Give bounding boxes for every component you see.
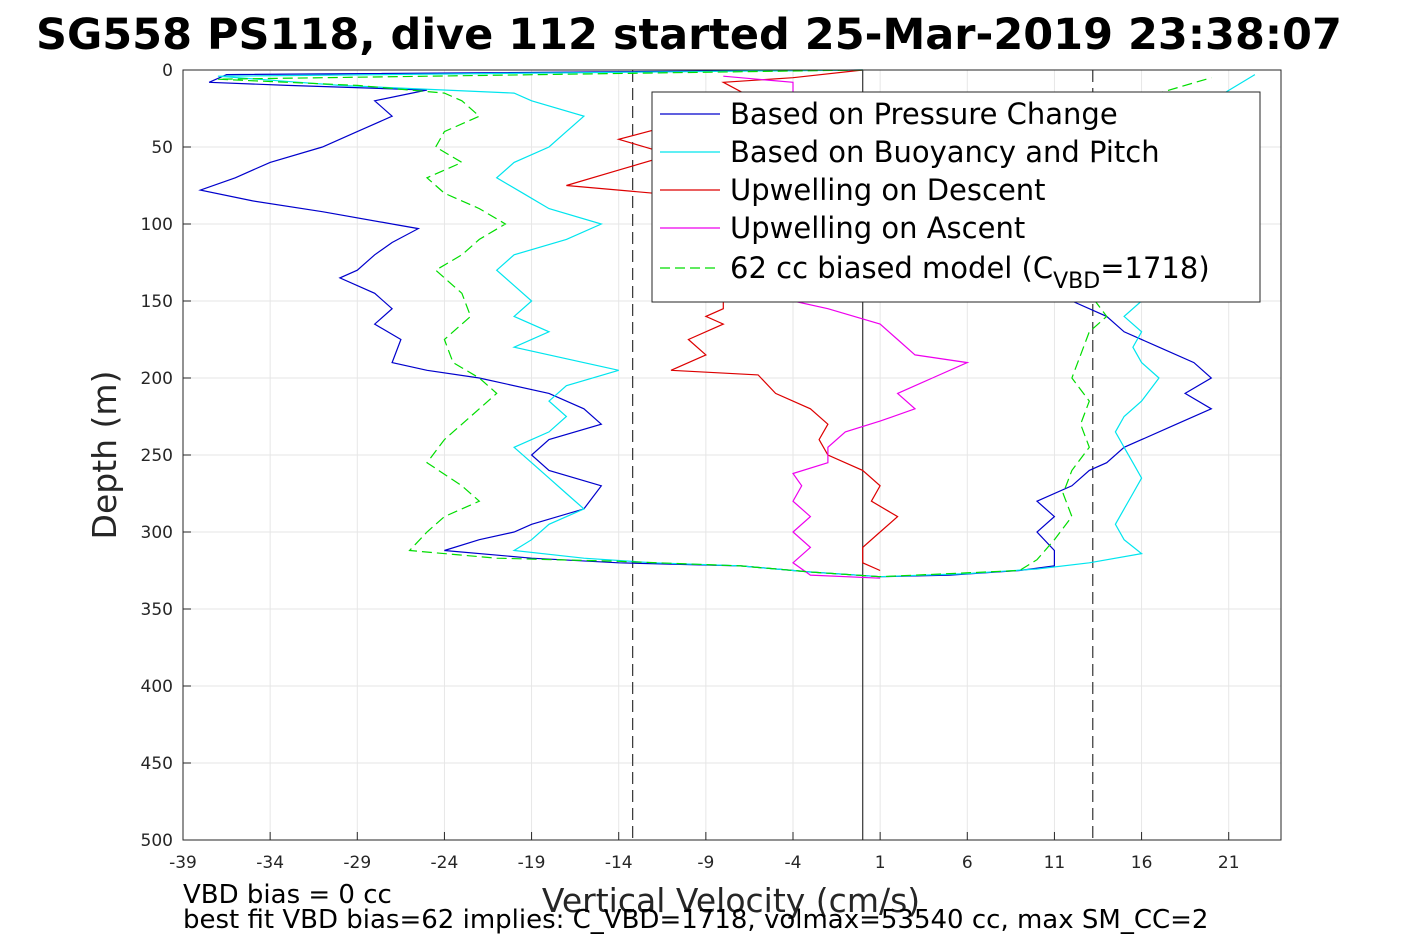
series-line-upwelling-on-descent [566,69,899,572]
x-tick-label: 21 [1218,853,1240,873]
x-tick-label: -4 [785,853,802,873]
y-axis-label: Depth (m) [85,371,124,540]
x-axis-label: Vertical Velocity (cm/s) [542,881,920,920]
y-tick-labels: 0 50 100 150 200 250 300 350 400 450 500 [141,61,191,851]
x-tick-label: -19 [518,853,546,873]
legend-swatches [660,113,720,269]
series-line-upwelling-on-ascent [723,75,970,579]
x-tick-label: 6 [962,853,973,873]
x-tick-label: 11 [1044,853,1066,873]
legend-label-upwelling-descent: Upwelling on Descent [730,173,1046,207]
series-line-based-on-pressure-change [198,69,1213,578]
y-tick-label: 350 [141,600,173,620]
series-line-62-cc-biased-model-cvbd-1718 [217,69,1212,578]
y-tick-label: 50 [151,138,173,158]
x-tick-label: -39 [169,853,197,873]
series-line-based-on-buoyancy-and-pitch [217,69,1256,578]
y-tick-label: 450 [141,754,173,774]
x-tick-label: -14 [605,853,633,873]
vbd-bias-note: VBD bias = 0 cc [183,880,392,910]
y-tick-label: 300 [141,523,173,543]
x-tick-label: -24 [431,853,459,873]
legend-label-biased-main: 62 cc biased model (C [730,251,1053,285]
legend: Based on Pressure Change Based on Buoyan… [651,91,1261,303]
series-group [198,69,1256,579]
x-tick-label: -29 [343,853,371,873]
legend-label-upwelling-ascent: Upwelling on Ascent [730,211,1025,245]
x-tick-label: -9 [697,853,714,873]
x-tick-label: -34 [256,853,284,873]
y-tick-label: 100 [141,215,173,235]
x-tick-labels: -39 -34 -29 -24 -19 -14 -9 -4 1 6 11 16 21 [169,832,1240,873]
y-tick-label: 400 [141,677,173,697]
legend-label-biased-model: 62 cc biased model (CVBD=1718) [730,251,1210,294]
chart-title: SG558 PS118, dive 112 started 25-Mar-201… [36,10,1342,60]
legend-label-pressure: Based on Pressure Change [730,97,1118,131]
x-tick-label: 16 [1131,853,1153,873]
legend-label-buoyancy: Based on Buoyancy and Pitch [730,135,1160,169]
x-tick-label: 1 [875,853,886,873]
y-tick-label: 0 [162,61,173,81]
y-tick-label: 200 [141,369,173,389]
legend-box [651,91,1261,303]
best-fit-note: best fit VBD bias=62 implies: C_VBD=1718… [183,905,1208,935]
legend-label-biased-sub: VBD [1053,269,1100,294]
y-tick-label: 500 [141,831,173,851]
y-tick-label: 150 [141,292,173,312]
y-tick-label: 250 [141,446,173,466]
legend-label-biased-end: =1718) [1100,251,1209,285]
